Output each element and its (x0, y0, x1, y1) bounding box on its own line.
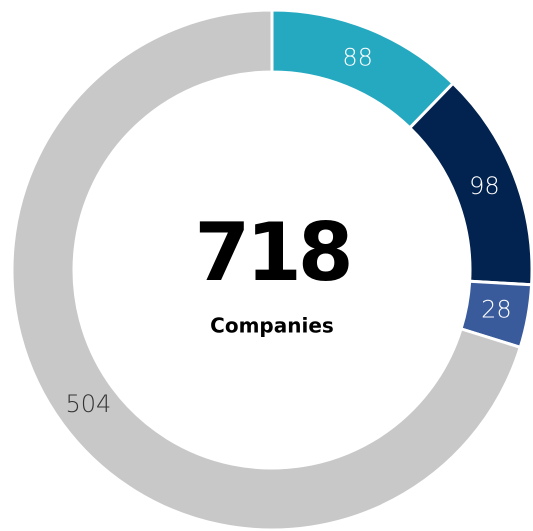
center-value: 718 (195, 206, 350, 299)
center-label: Companies (210, 314, 334, 338)
slice-label: 28 (481, 296, 512, 324)
slice-label: 98 (469, 172, 500, 200)
slice (10, 8, 523, 531)
slice-label: 88 (342, 44, 373, 72)
slice-label: 504 (65, 390, 111, 418)
